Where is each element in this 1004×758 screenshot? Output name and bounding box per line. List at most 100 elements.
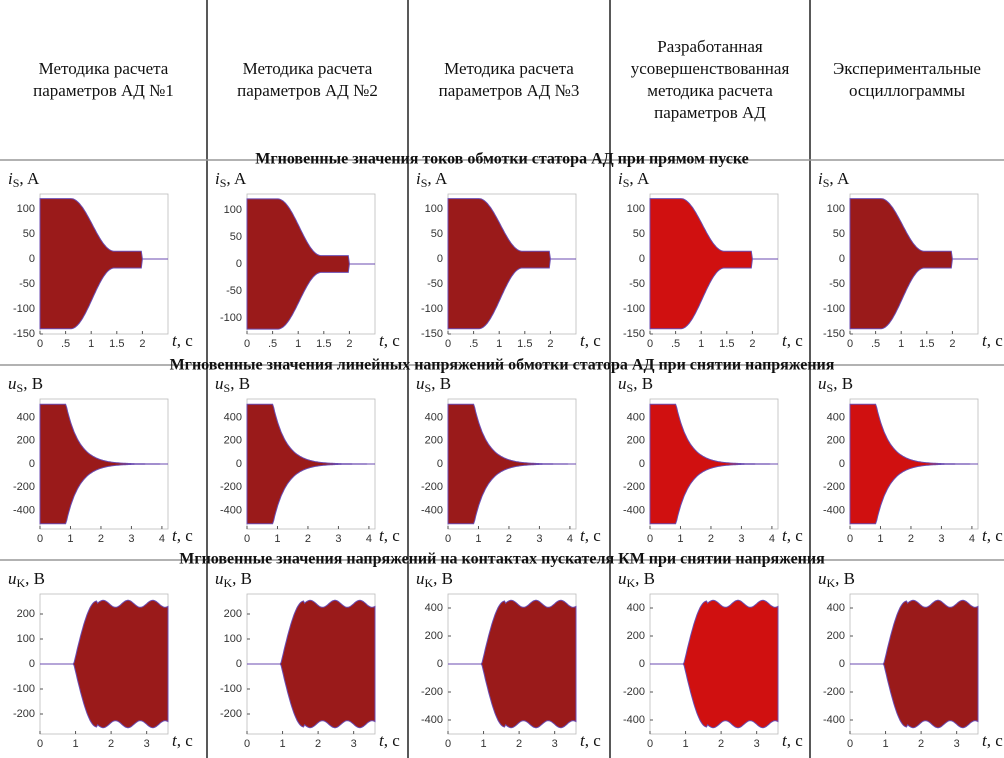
y-tick-label: -150	[623, 328, 645, 340]
x-axis-label: t, c	[172, 731, 193, 750]
y-tick-label: 0	[29, 458, 35, 470]
x-tick-label: 3	[335, 533, 341, 545]
x-tick-label: 1.5	[109, 338, 124, 350]
waveform-envelope	[39, 403, 168, 525]
x-axis-label: t, c	[782, 526, 803, 545]
x-tick-label: .5	[268, 338, 277, 350]
y-label-symbol: u	[215, 374, 224, 393]
x-label-symbol: t	[379, 331, 385, 350]
x-label-symbol: t	[782, 731, 788, 750]
y-label-subscript: S	[823, 176, 830, 190]
y-label-unit: , B	[232, 569, 252, 588]
x-tick-label: 1	[67, 533, 73, 545]
x-label-symbol: t	[172, 526, 178, 545]
y-label-subscript: K	[17, 576, 26, 590]
x-tick-label: 2	[547, 338, 553, 350]
plot: uK, B 200 100 0 -100 -200 0 1 2 3 t, c	[215, 569, 400, 750]
x-tick-label: 3	[954, 738, 960, 750]
y-tick-label: -200	[421, 686, 443, 698]
y-tick-label: -50	[629, 278, 645, 290]
y-tick-label: 200	[425, 630, 443, 642]
x-tick-label: 3	[536, 533, 542, 545]
y-tick-label: 200	[425, 435, 443, 447]
x-label-unit: , c	[177, 331, 194, 350]
x-tick-label: .5	[871, 338, 880, 350]
x-tick-label: 0	[847, 338, 853, 350]
x-tick-label: 2	[108, 738, 114, 750]
x-tick-label: 2	[516, 738, 522, 750]
y-axis-label: iS, A	[618, 169, 650, 190]
x-tick-label: 1	[480, 738, 486, 750]
column-header: Разработанная усовершенствованная методи…	[630, 37, 790, 122]
row-title: Мгновенные значения линейных напряжений …	[170, 357, 835, 374]
x-tick-label: 0	[647, 533, 653, 545]
y-tick-label: 400	[827, 411, 845, 423]
y-tick-label: 400	[827, 602, 845, 614]
y-label-subscript: S	[421, 176, 428, 190]
x-tick-label: 1.5	[919, 338, 934, 350]
x-label-symbol: t	[379, 731, 385, 750]
y-axis-label: uS, B	[416, 374, 451, 395]
y-tick-label: -100	[220, 312, 242, 324]
x-label-symbol: t	[379, 526, 385, 545]
y-axis-label: uK, B	[618, 569, 655, 590]
waveform-envelope	[40, 599, 169, 729]
y-label-symbol: u	[618, 569, 627, 588]
y-axis-label: uS, B	[618, 374, 653, 395]
y-label-subscript: K	[425, 576, 434, 590]
x-label-unit: , c	[987, 731, 1004, 750]
x-tick-label: 0	[244, 533, 250, 545]
y-tick-label: -200	[13, 481, 35, 493]
column-header: Методика расчета параметров АД №1	[33, 59, 174, 100]
y-tick-label: 50	[230, 231, 242, 243]
x-tick-label: 2	[949, 338, 955, 350]
y-tick-label: 400	[627, 411, 645, 423]
x-axis-label: t, c	[379, 526, 400, 545]
x-tick-label: 1	[882, 738, 888, 750]
y-tick-label: -50	[427, 278, 443, 290]
y-label-symbol: i	[618, 169, 623, 188]
x-label-unit: , c	[585, 526, 602, 545]
y-tick-label: -200	[823, 686, 845, 698]
y-tick-label: -100	[421, 303, 443, 315]
x-tick-label: .5	[469, 338, 478, 350]
x-label-unit: , c	[177, 526, 194, 545]
y-tick-label: -100	[220, 683, 242, 695]
y-label-subscript: S	[623, 176, 630, 190]
y-tick-label: -50	[226, 285, 242, 297]
y-axis-label: iS, A	[416, 169, 448, 190]
column-header: Методика расчета параметров АД №2	[237, 59, 378, 100]
x-tick-label: 3	[738, 533, 744, 545]
y-tick-label: -400	[623, 504, 645, 516]
x-tick-label: 4	[567, 533, 573, 545]
y-tick-label: 200	[224, 608, 242, 620]
x-label-unit: , c	[787, 731, 804, 750]
x-tick-label: 1	[72, 738, 78, 750]
y-label-subscript: S	[425, 381, 432, 395]
x-tick-label: 0	[244, 738, 250, 750]
y-tick-label: 200	[627, 435, 645, 447]
x-label-symbol: t	[580, 526, 586, 545]
y-tick-label: 100	[17, 203, 35, 215]
y-tick-label: 50	[23, 228, 35, 240]
y-label-unit: , B	[230, 374, 250, 393]
y-tick-label: 50	[431, 228, 443, 240]
y-label-subscript: K	[224, 576, 233, 590]
y-label-unit: , B	[23, 374, 43, 393]
y-tick-label: -150	[421, 328, 443, 340]
waveform-envelope	[850, 599, 979, 729]
waveform-envelope	[246, 403, 375, 525]
y-tick-label: -200	[421, 481, 443, 493]
y-tick-label: 0	[839, 253, 845, 265]
y-label-symbol: i	[416, 169, 421, 188]
x-tick-label: 3	[938, 533, 944, 545]
x-label-unit: , c	[177, 731, 194, 750]
x-label-symbol: t	[580, 331, 586, 350]
y-tick-label: 400	[425, 411, 443, 423]
y-tick-label: 100	[17, 633, 35, 645]
